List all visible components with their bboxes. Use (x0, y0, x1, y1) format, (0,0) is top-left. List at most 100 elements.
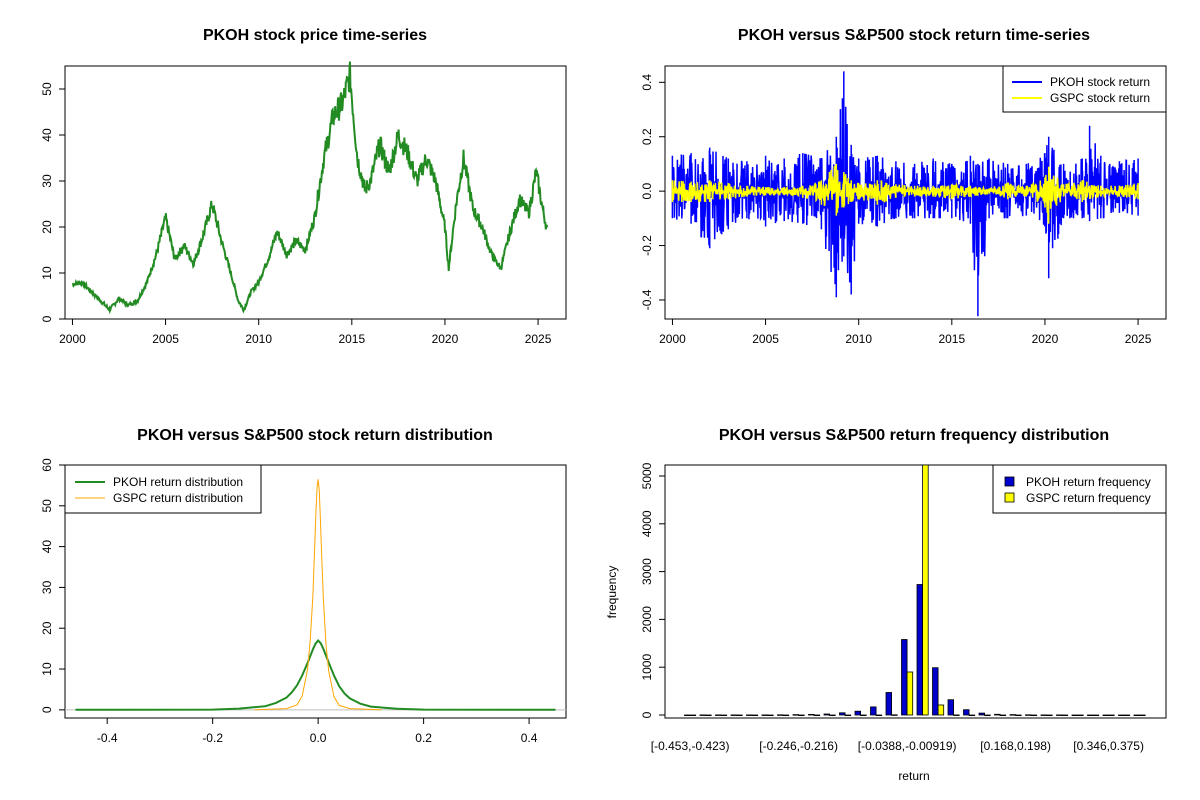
x-tick-label: 2010 (245, 332, 272, 346)
chart-title: PKOH versus S&P500 return frequency dist… (719, 427, 1109, 444)
y-axis-label: frequency (605, 566, 619, 619)
gspc-frequency-bar (705, 714, 712, 717)
gspc-frequency-bar (720, 714, 728, 717)
panel-frequency-distribution: PKOH versus S&P500 return frequency dist… (605, 427, 1167, 783)
gspc-return-line (671, 163, 1139, 224)
x-tick-label: 0.0 (310, 731, 327, 745)
plot-frame (64, 464, 567, 719)
gspc-frequency-bar (968, 714, 976, 717)
legend-swatch-gspc (1004, 492, 1015, 503)
y-tick-label: 20 (40, 220, 54, 234)
pkoh-frequency-bar (1087, 714, 1094, 717)
legend-box (1002, 65, 1167, 113)
pkoh-frequency-bar (1056, 714, 1063, 716)
y-tick-label: 1000 (640, 654, 654, 681)
pkoh-frequency-bar (761, 714, 768, 716)
y-tick-label: 40 (40, 128, 54, 142)
pkoh-frequency-bar (994, 713, 1001, 716)
legend-label-gspc: GSPC stock return (1050, 91, 1150, 105)
gspc-frequency-bar (844, 714, 852, 717)
plot-frame (64, 65, 567, 320)
panel-price-timeseries: PKOH stock price time-series 2000 2005 201… (40, 27, 567, 346)
legend-label-gspc: GSPC return frequency (1026, 491, 1151, 505)
gspc-frequency-bar (984, 714, 991, 717)
gspc-frequency-bar (906, 671, 914, 716)
legend: PKOH return frequency GSPC return freque… (992, 464, 1167, 514)
pkoh-frequency-bar (885, 692, 892, 716)
pkoh-frequency-bar (792, 714, 799, 716)
gspc-frequency-bar (999, 714, 1007, 717)
gspc-frequency-bar (1061, 714, 1069, 717)
pkoh-frequency-bar (963, 709, 970, 716)
gspc-frequency-bar (736, 714, 743, 717)
chart-title: PKOH stock price time-series (203, 27, 427, 44)
pkoh-frequency-bar (1071, 714, 1078, 717)
gspc-frequency-bar (1015, 714, 1022, 717)
gspc-frequency-bar (813, 714, 821, 717)
x-tick-label: [-0.246,-0.216) (759, 739, 838, 753)
y-tick-label: 4000 (640, 510, 654, 537)
x-tick-label: 2010 (845, 332, 872, 346)
pkoh-frequency-bar (978, 712, 985, 716)
y-tick-label: 50 (40, 499, 54, 513)
y-tick-label: 10 (40, 662, 54, 676)
y-tick-label: 0 (40, 706, 54, 713)
pkoh-frequency-bar (684, 714, 691, 717)
y-tick-label: 40 (40, 540, 54, 554)
y-tick-label: 0.2 (640, 128, 654, 145)
x-tick-label: [0.168,0.198) (980, 739, 1051, 753)
y-tick-label: 10 (40, 266, 54, 280)
panel-return-timeseries: PKOH versus S&P500 stock return time-ser… (640, 27, 1167, 346)
gspc-frequency-bar (798, 714, 805, 717)
x-tick-label: 0.4 (521, 731, 538, 745)
legend-box (992, 464, 1167, 514)
x-tick-label: 2025 (525, 332, 552, 346)
pkoh-frequency-bar (916, 584, 923, 716)
gspc-frequency-bar (1108, 714, 1115, 717)
x-tick-label: 2005 (152, 332, 179, 346)
pkoh-frequency-bar (715, 714, 722, 716)
gspc-frequency-bar (1092, 714, 1100, 717)
x-tick-label: -0.4 (97, 731, 118, 745)
x-axis-label: return (898, 769, 929, 783)
gspc-frequency-bar (1077, 714, 1084, 717)
y-tick-label: 0.0 (640, 182, 654, 199)
pkoh-frequency-bar (1009, 714, 1016, 716)
y-tick-label: 50 (40, 82, 54, 96)
y-tick-label: 0.4 (640, 74, 654, 91)
y-tick-label: 20 (40, 621, 54, 635)
gspc-frequency-bar (953, 714, 960, 716)
gspc-frequency-bar (1123, 714, 1131, 717)
x-tick-label: 0.2 (415, 731, 432, 745)
legend: PKOH return distribution GSPC return dis… (64, 464, 262, 514)
legend-swatch-pkoh (1004, 476, 1015, 487)
y-tick-label: 30 (40, 580, 54, 594)
gspc-density-line (254, 479, 382, 711)
legend: PKOH stock return GSPC stock return (1002, 65, 1167, 113)
pkoh-frequency-bar (808, 714, 815, 716)
pkoh-frequency-bar (854, 710, 861, 716)
pkoh-frequency-bar (870, 706, 877, 716)
x-tick-label: [-0.0388,-0.00919) (858, 739, 957, 753)
x-tick-label: 2005 (752, 332, 779, 346)
y-tick-label: 5000 (640, 462, 654, 489)
x-tick-label: 2000 (659, 332, 686, 346)
y-tick-label: 30 (40, 174, 54, 188)
gspc-frequency-bar (689, 714, 697, 717)
pkoh-density-line (75, 638, 556, 711)
pkoh-frequency-bar (932, 667, 939, 716)
y-tick-label: -0.4 (640, 289, 654, 310)
pkoh-frequency-bar (839, 712, 846, 716)
pkoh-frequency-bar (823, 713, 830, 716)
plot-frame (664, 464, 1167, 719)
x-tick-label: 2020 (1032, 332, 1059, 346)
plot-frame (664, 65, 1167, 320)
pkoh-frequency-bar (1102, 714, 1109, 717)
y-tick-label: 2000 (640, 606, 654, 633)
pkoh-frequency-bar (699, 714, 706, 716)
chart-title: PKOH versus S&P500 stock return distribu… (137, 427, 493, 444)
x-tick-label: 2015 (338, 332, 365, 346)
y-tick-label: 60 (40, 458, 54, 472)
gspc-frequency-bar (829, 714, 836, 717)
x-tick-label: -0.2 (202, 731, 223, 745)
